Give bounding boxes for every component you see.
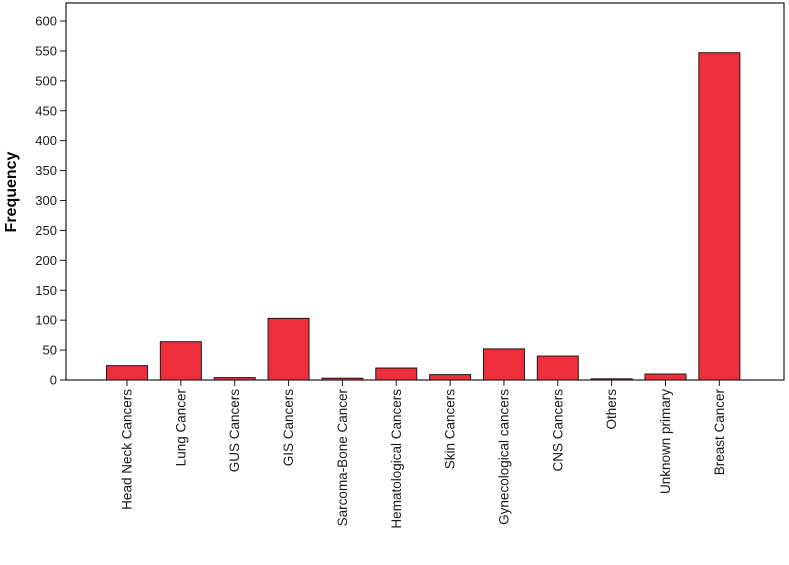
x-category-label: Breast Cancer (712, 389, 727, 476)
y-tick-label: 450 (35, 103, 57, 118)
bar (536, 355, 579, 381)
x-category-label: Skin Cancers (443, 389, 458, 470)
x-category-label: Hematological Cancers (389, 389, 404, 529)
y-tick-label: 400 (35, 133, 57, 148)
x-category-label: GIS Cancers (281, 389, 296, 467)
x-category-label: GUS Cancers (227, 389, 242, 473)
bar (644, 373, 687, 381)
bar (213, 377, 256, 381)
bar (429, 374, 472, 381)
bar (267, 317, 310, 381)
y-tick-label: 100 (35, 313, 57, 328)
plot-frame (65, 2, 785, 381)
y-tick-label: 250 (35, 223, 57, 238)
x-axis: Head Neck Cancers Lung Cancer GUS Cancers G… (120, 380, 727, 529)
bar (159, 341, 202, 381)
bar (106, 365, 148, 381)
bar (321, 377, 364, 381)
bar (375, 367, 418, 381)
bar (698, 52, 741, 381)
y-axis: 0 50 100 150 200 250 300 350 400 450 500 550 600 (35, 14, 66, 388)
bar (590, 378, 633, 381)
x-category-label: CNS Cancers (550, 389, 565, 472)
y-tick-label: 200 (35, 253, 57, 268)
y-axis-title: Frequency (3, 151, 20, 232)
x-category-label: Gynecological cancers (496, 389, 511, 525)
y-tick-label: 550 (35, 43, 57, 58)
x-category-label: Others (604, 389, 619, 430)
x-category-label: Lung Cancer (173, 389, 188, 467)
y-tick-label: 0 (50, 373, 57, 388)
y-tick-label: 500 (35, 73, 57, 88)
bar (482, 348, 525, 381)
bars (106, 52, 741, 381)
x-category-label: Unknown primary (658, 389, 673, 494)
y-tick-label: 150 (35, 283, 57, 298)
x-category-label: Sarcoma-Bone Cancer (335, 389, 350, 527)
y-tick-label: 600 (35, 14, 57, 29)
y-tick-label: 350 (35, 163, 57, 178)
y-tick-label: 50 (43, 343, 57, 358)
y-tick-label: 300 (35, 193, 57, 208)
x-category-label: Head Neck Cancers (120, 389, 135, 510)
